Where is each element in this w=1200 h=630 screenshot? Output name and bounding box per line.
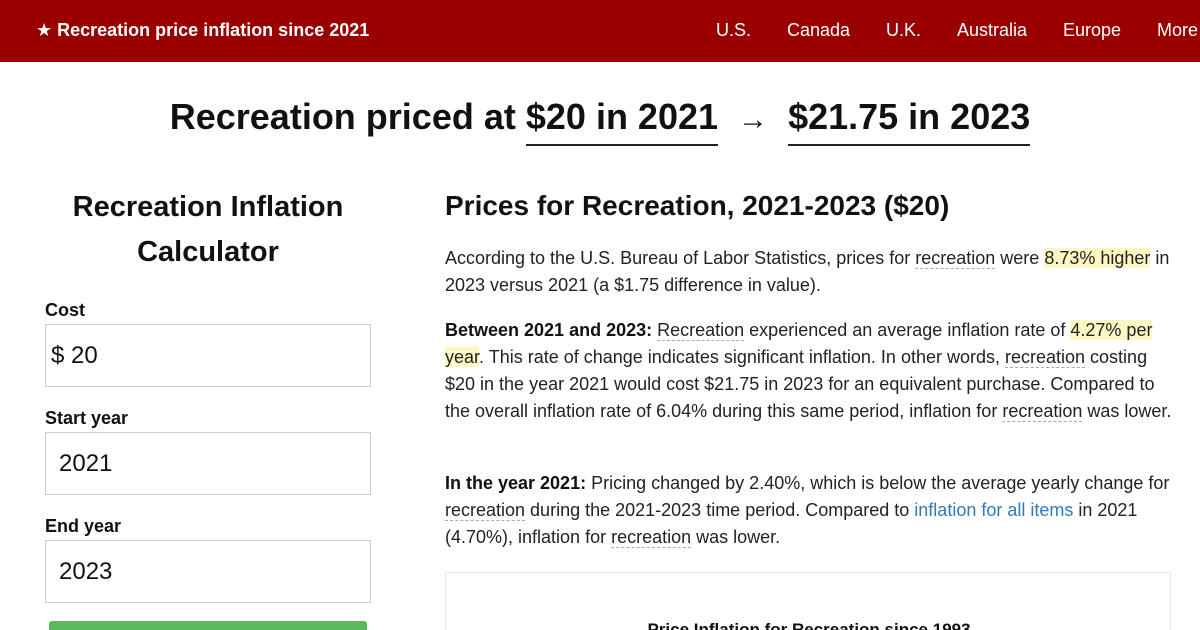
brand-link[interactable]: ★ Recreation price inflation since 2021 [36,20,370,40]
period-lead: Between 2021 and 2023: [445,320,653,340]
term-recreation[interactable]: recreation [445,500,526,521]
calculate-button[interactable] [49,621,367,630]
highlight-total-change: 8.73% higher [1044,248,1151,268]
year-lead: In the year 2021: [445,473,587,493]
cost-value[interactable]: 20 [71,342,98,369]
end-year-label: End year [45,516,122,536]
chart-title: Price Inflation for Recreation since 199… [647,620,971,630]
paragraph-summary: According to the U.S. Bureau of Labor St… [445,248,1170,295]
term-recreation[interactable]: recreation [1005,347,1086,368]
term-recreation[interactable]: recreation [611,527,692,548]
headline-end-value[interactable]: $21.75 in 2023 [788,96,1031,146]
cost-label: Cost [45,300,85,320]
end-year-value[interactable]: 2023 [59,558,113,585]
paragraph-period: Between 2021 and 2023: Recreation experi… [445,320,1172,422]
nav-link-europe[interactable]: Europe [1063,20,1122,40]
term-recreation[interactable]: recreation [915,248,996,269]
start-year-field[interactable]: 2021 [45,432,371,495]
calculator-title: Recreation Inflation Calculator [72,191,344,268]
headline-prefix: Recreation priced at [169,96,516,137]
top-navbar: ★ Recreation price inflation since 2021 … [0,0,1200,62]
nav-link-us[interactable]: U.S. [716,20,752,40]
nav-link-uk[interactable]: U.K. [886,20,922,40]
headline-start-value[interactable]: $20 in 2021 [525,96,719,146]
nav-link-australia[interactable]: Australia [957,20,1028,40]
paragraph-year: In the year 2021: Pricing changed by 2.4… [445,473,1170,548]
term-recreation[interactable]: recreation [1002,401,1083,422]
chart-card: Price Inflation for Recreation since 199… [445,572,1171,630]
currency-symbol: $ [51,342,65,369]
nav-link-canada[interactable]: Canada [787,20,851,40]
start-year-label: Start year [45,408,129,428]
nav-link-more[interactable]: More [1157,20,1199,40]
page-headline: Recreation priced at $20 in 2021 → $21.7… [0,96,1200,146]
inflation-all-items-link[interactable]: inflation for all items [914,500,1074,520]
arrow-icon: → [738,103,769,136]
cost-field[interactable]: $ 20 [45,324,371,387]
start-year-value[interactable]: 2021 [59,450,113,477]
term-recreation[interactable]: Recreation [657,320,745,341]
end-year-field[interactable]: 2023 [45,540,371,603]
section-title: Prices for Recreation, 2021-2023 ($20) [445,190,950,221]
